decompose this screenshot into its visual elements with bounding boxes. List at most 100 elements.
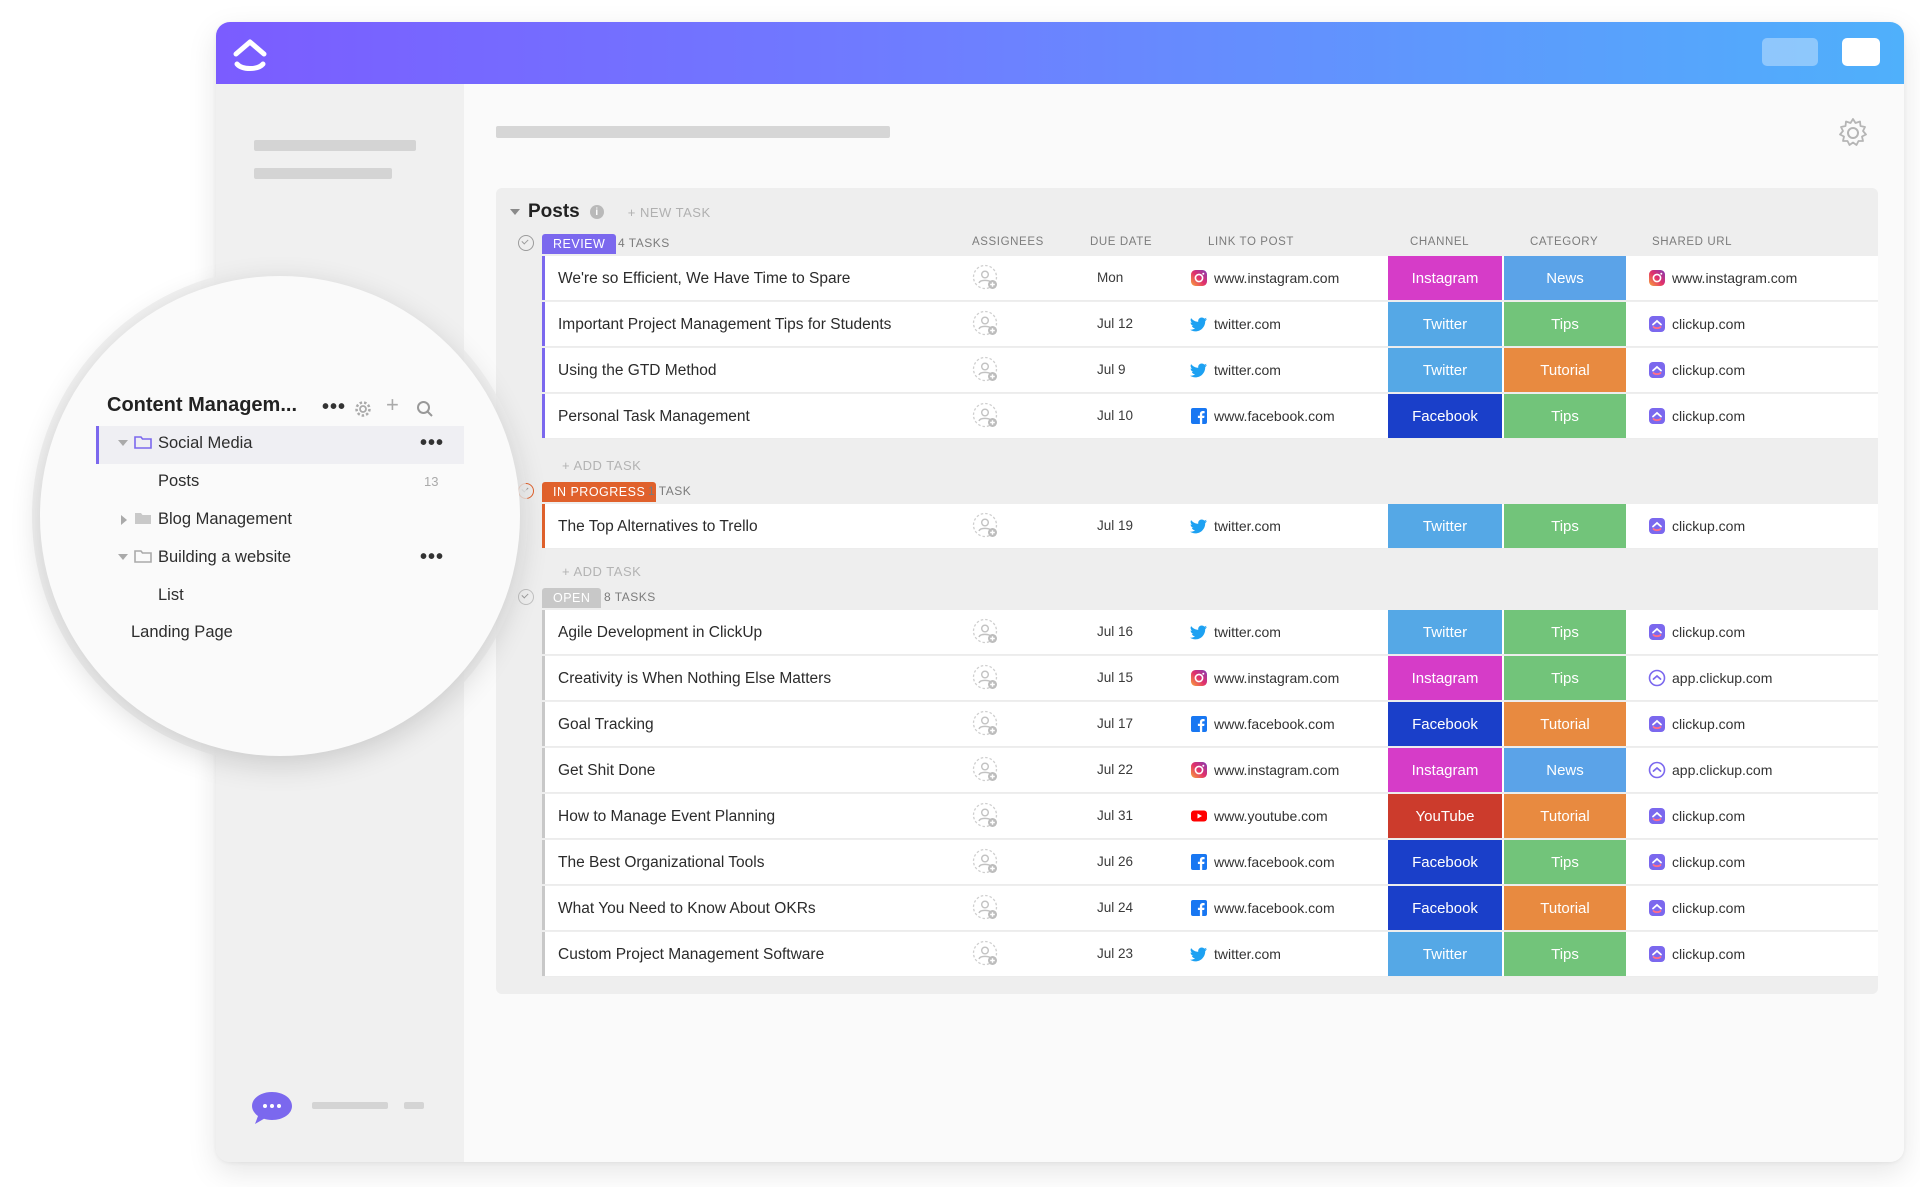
space-settings-icon[interactable] [354, 400, 372, 418]
add-task-button[interactable]: + ADD TASK [562, 458, 642, 473]
shared-url[interactable]: clickup.com [1648, 853, 1745, 871]
add-task-button[interactable]: + ADD TASK [562, 564, 642, 579]
due-date[interactable]: Mon [1097, 270, 1124, 285]
sidebar-item-landing-page[interactable]: Landing Page [131, 623, 233, 641]
sidebar-item-list[interactable]: List [158, 586, 184, 604]
due-date[interactable]: Jul 12 [1097, 316, 1134, 331]
category-tag[interactable]: Tutorial [1504, 348, 1626, 392]
category-tag[interactable]: Tips [1504, 840, 1626, 884]
sidebar-item-blog-management[interactable]: Blog Management [158, 510, 292, 528]
link-to-post[interactable]: www.facebook.com [1190, 715, 1335, 733]
channel-tag[interactable]: Facebook [1388, 886, 1502, 930]
channel-tag[interactable]: Facebook [1388, 840, 1502, 884]
due-date[interactable]: Jul 24 [1097, 900, 1134, 915]
task-name[interactable]: What You Need to Know About OKRs [558, 900, 816, 917]
task-row[interactable]: Goal Tracking Jul 17 www.facebook.com Faceb… [542, 702, 1878, 747]
collapse-caret-icon[interactable] [510, 209, 520, 215]
due-date[interactable]: Jul 17 [1097, 716, 1134, 731]
column-channel[interactable]: CHANNEL [1410, 236, 1470, 248]
category-tag[interactable]: Tutorial [1504, 886, 1626, 930]
folder-more-icon[interactable]: ••• [420, 432, 445, 454]
link-to-post[interactable]: twitter.com [1190, 623, 1281, 641]
channel-tag[interactable]: Instagram [1388, 748, 1502, 792]
topbar-button-secondary[interactable] [1762, 38, 1818, 66]
channel-tag[interactable]: Twitter [1388, 348, 1502, 392]
column-due-date[interactable]: DUE DATE [1090, 236, 1153, 248]
add-assignee-icon[interactable] [972, 618, 1000, 646]
task-name[interactable]: How to Manage Event Planning [558, 808, 776, 825]
due-date[interactable]: Jul 23 [1097, 946, 1134, 961]
add-assignee-icon[interactable] [972, 310, 1000, 338]
link-to-post[interactable]: twitter.com [1190, 945, 1281, 963]
task-row[interactable]: Personal Task Management Jul 10 www.facebo… [542, 394, 1878, 439]
shared-url[interactable]: app.clickup.com [1648, 669, 1772, 687]
task-name[interactable]: Agile Development in ClickUp [558, 624, 763, 641]
expand-caret-icon[interactable] [118, 440, 128, 446]
task-name[interactable]: The Best Organizational Tools [558, 854, 765, 871]
link-to-post[interactable]: twitter.com [1190, 315, 1281, 333]
link-to-post[interactable]: www.facebook.com [1190, 899, 1335, 917]
task-row[interactable]: Using the GTD Method Jul 9 twitter.com Twit… [542, 348, 1878, 393]
task-name[interactable]: The Top Alternatives to Trello [558, 518, 758, 535]
add-assignee-icon[interactable] [972, 264, 1000, 292]
add-assignee-icon[interactable] [972, 894, 1000, 922]
channel-tag[interactable]: Facebook [1388, 702, 1502, 746]
add-assignee-icon[interactable] [972, 512, 1000, 540]
task-name[interactable]: Using the GTD Method [558, 362, 717, 379]
due-date[interactable]: Jul 31 [1097, 808, 1134, 823]
channel-tag[interactable]: Twitter [1388, 610, 1502, 654]
status-check-icon[interactable] [518, 235, 534, 251]
status-check-icon[interactable] [518, 483, 534, 499]
category-tag[interactable]: News [1504, 256, 1626, 300]
task-row[interactable]: Custom Project Management Software Jul 23… [542, 932, 1878, 977]
add-assignee-icon[interactable] [972, 802, 1000, 830]
task-row[interactable]: Creativity is When Nothing Else Matters J… [542, 656, 1878, 701]
category-tag[interactable]: Tips [1504, 302, 1626, 346]
topbar-button-primary[interactable] [1842, 38, 1880, 66]
shared-url[interactable]: clickup.com [1648, 623, 1745, 641]
status-pill[interactable]: OPEN [542, 588, 602, 608]
category-tag[interactable]: Tips [1504, 932, 1626, 976]
shared-url[interactable]: clickup.com [1648, 361, 1745, 379]
task-row[interactable]: Get Shit Done Jul 22 www.instagram.com Inst… [542, 748, 1878, 793]
due-date[interactable]: Jul 10 [1097, 408, 1134, 423]
link-to-post[interactable]: www.facebook.com [1190, 407, 1335, 425]
space-title[interactable]: Content Managem... [107, 394, 298, 416]
folder-more-icon[interactable]: ••• [420, 546, 445, 568]
info-icon[interactable]: i [589, 205, 604, 219]
sidebar-item-social-media-selected[interactable] [96, 426, 464, 464]
due-date[interactable]: Jul 22 [1097, 762, 1134, 777]
task-name[interactable]: Important Project Management Tips for St… [558, 316, 892, 333]
status-pill[interactable]: IN PROGRESS [542, 482, 657, 502]
task-name[interactable]: Get Shit Done [558, 762, 656, 779]
status-check-icon[interactable] [518, 589, 534, 605]
link-to-post[interactable]: www.youtube.com [1190, 807, 1328, 825]
add-assignee-icon[interactable] [972, 710, 1000, 738]
due-date[interactable]: Jul 26 [1097, 854, 1134, 869]
clickup-logo-icon[interactable] [228, 32, 272, 76]
sidebar-item-posts[interactable]: Posts [158, 472, 200, 490]
channel-tag[interactable]: Instagram [1388, 256, 1502, 300]
due-date[interactable]: Jul 9 [1097, 362, 1126, 377]
task-row[interactable]: We're so Efficient, We Have Time to Spar… [542, 256, 1878, 301]
shared-url[interactable]: clickup.com [1648, 517, 1745, 535]
shared-url[interactable]: clickup.com [1648, 899, 1745, 917]
due-date[interactable]: Jul 15 [1097, 670, 1134, 685]
space-more-icon[interactable]: ••• [322, 396, 347, 418]
search-icon[interactable] [416, 400, 434, 418]
shared-url[interactable]: app.clickup.com [1648, 761, 1772, 779]
shared-url[interactable]: clickup.com [1648, 945, 1745, 963]
category-tag[interactable]: Tips [1504, 504, 1626, 548]
status-pill[interactable]: REVIEW [542, 234, 617, 254]
channel-tag[interactable]: Twitter [1388, 302, 1502, 346]
shared-url[interactable]: clickup.com [1648, 807, 1745, 825]
category-tag[interactable]: Tips [1504, 394, 1626, 438]
task-name[interactable]: Personal Task Management [558, 408, 750, 425]
task-row[interactable]: The Best Organizational Tools Jul 26 www.f… [542, 840, 1878, 885]
task-name[interactable]: We're so Efficient, We Have Time to Spar… [558, 270, 851, 287]
add-icon[interactable]: + [386, 392, 399, 417]
channel-tag[interactable]: Facebook [1388, 394, 1502, 438]
task-row[interactable]: How to Manage Event Planning Jul 31 www.yo… [542, 794, 1878, 839]
new-task-button[interactable]: + NEW TASK [627, 204, 711, 220]
add-assignee-icon[interactable] [972, 664, 1000, 692]
